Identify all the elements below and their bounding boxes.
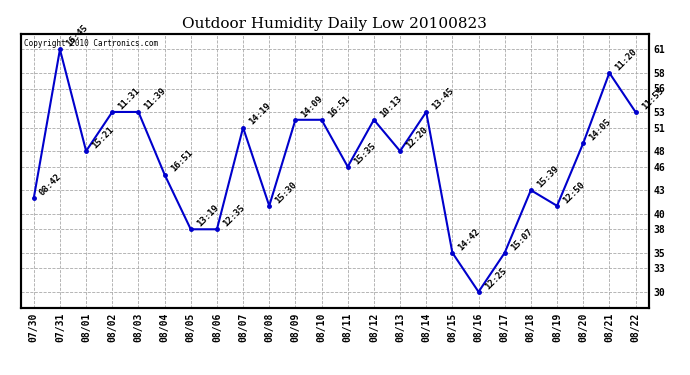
Text: 14:05: 14:05: [587, 117, 613, 142]
Text: 14:19: 14:19: [247, 102, 273, 127]
Text: 14:42: 14:42: [457, 226, 482, 252]
Text: 10:13: 10:13: [378, 94, 404, 119]
Text: 16:51: 16:51: [169, 148, 194, 174]
Text: 16:51: 16:51: [326, 94, 351, 119]
Text: 15:39: 15:39: [535, 164, 560, 189]
Text: 08:42: 08:42: [38, 172, 63, 197]
Text: 15:07: 15:07: [509, 226, 534, 252]
Text: 11:31: 11:31: [117, 86, 142, 111]
Text: 12:35: 12:35: [221, 203, 246, 228]
Text: 13:19: 13:19: [195, 203, 220, 228]
Text: 12:20: 12:20: [404, 125, 430, 150]
Text: 16:45: 16:45: [64, 23, 90, 49]
Text: 15:21: 15:21: [90, 125, 116, 150]
Title: Outdoor Humidity Daily Low 20100823: Outdoor Humidity Daily Low 20100823: [182, 17, 487, 31]
Text: 11:55: 11:55: [640, 86, 665, 111]
Text: 14:09: 14:09: [299, 94, 325, 119]
Text: 12:25: 12:25: [483, 266, 508, 291]
Text: 15:30: 15:30: [273, 180, 299, 205]
Text: 12:50: 12:50: [561, 180, 586, 205]
Text: 13:45: 13:45: [431, 86, 456, 111]
Text: 11:39: 11:39: [143, 86, 168, 111]
Text: Copyright 2010 Cartronics.com: Copyright 2010 Cartronics.com: [24, 39, 158, 48]
Text: 11:20: 11:20: [613, 47, 639, 72]
Text: 15:35: 15:35: [352, 141, 377, 166]
